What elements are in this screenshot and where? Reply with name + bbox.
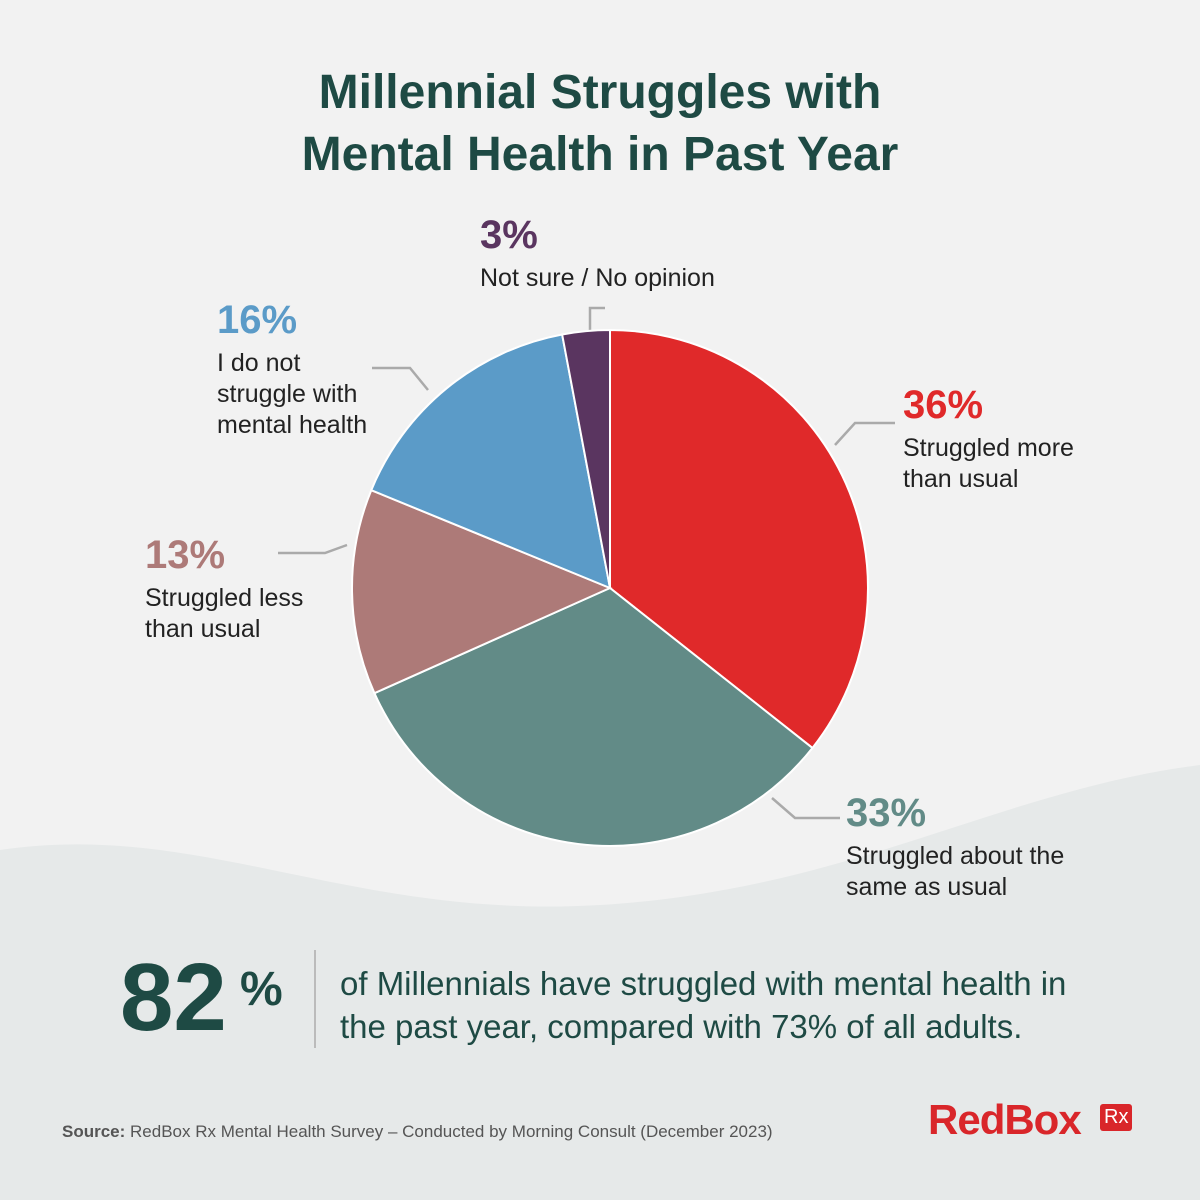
pie-slice (373, 586, 814, 847)
category-label: Not sure / No opinion (480, 264, 715, 292)
stat-unit: % (240, 963, 283, 1016)
pie-slice (560, 328, 611, 589)
pie-slice (351, 488, 613, 695)
category-label: Struggled about the same as usual (846, 842, 1065, 901)
title-line: Mental Health in Past Year (301, 128, 899, 181)
leader-line (834, 421, 895, 446)
stat-number: 82 (120, 944, 227, 1051)
data-label: 16% (217, 298, 298, 342)
source: Source: RedBox Rx Mental Health Survey –… (62, 1122, 773, 1142)
leader-line (771, 797, 840, 820)
source-label: Source: (62, 1122, 126, 1141)
title-line: Millennial Struggles with (318, 66, 882, 119)
data-label: 36% (903, 383, 984, 427)
data-label: 33% (846, 791, 927, 835)
leader-line (278, 543, 348, 555)
category-label: Struggled more than usual (903, 434, 1074, 493)
pie-slice (369, 333, 612, 590)
wave (0, 765, 1200, 1200)
brand-badge: Rx (1100, 1104, 1133, 1131)
leader-line (588, 306, 605, 330)
source-text: RedBox Rx Mental Health Survey – Conduct… (130, 1122, 773, 1141)
pie-slice (609, 328, 869, 750)
stat-text: of Millennials have struggled with menta… (340, 965, 1067, 1045)
chart-title: Millennial Struggles with Mental Health … (0, 62, 1200, 186)
leader-lines (278, 306, 895, 820)
brand-logo: RedBox (928, 1096, 1082, 1143)
data-label: 3% (480, 213, 538, 257)
category-label: Struggled less than usual (145, 584, 304, 643)
category-label: I do not struggle with mental health (217, 349, 368, 439)
data-label: 13% (145, 533, 226, 577)
leader-line (372, 366, 429, 391)
